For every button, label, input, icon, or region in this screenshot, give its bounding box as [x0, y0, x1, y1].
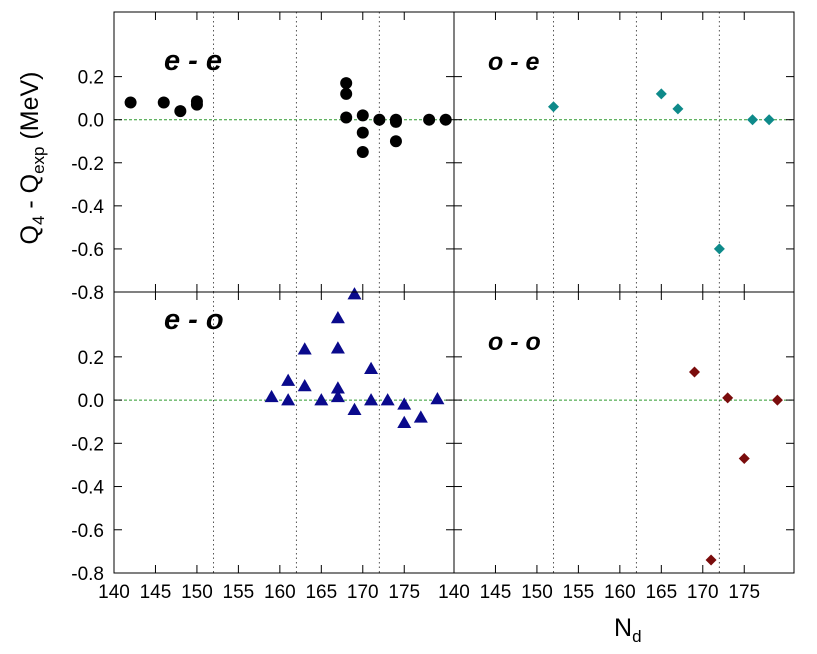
- data-point-triangle: [364, 393, 379, 406]
- data-point-triangle: [347, 287, 362, 300]
- y-tick-label: -0.4: [71, 197, 104, 218]
- y-tick-label: -0.8: [71, 283, 104, 304]
- data-point-triangle: [281, 373, 296, 386]
- y-tick-label: -0.2: [71, 154, 104, 175]
- x-tick-label: 165: [305, 582, 337, 603]
- chart-points: [124, 77, 783, 566]
- data-point-circle: [157, 96, 170, 109]
- data-point-circle: [439, 113, 452, 126]
- data-point-triangle: [364, 361, 379, 374]
- data-point-circle: [356, 146, 369, 158]
- data-point-triangle: [314, 393, 329, 406]
- x-tick-label: 175: [388, 582, 420, 603]
- panel-label-oe: o - e: [488, 48, 539, 76]
- data-point-circle: [124, 96, 137, 109]
- chart-gridlines: [114, 12, 794, 573]
- y-tick-label: -0.6: [71, 240, 104, 261]
- data-point-circle: [174, 105, 187, 118]
- panel-label-oo: o - o: [488, 328, 541, 356]
- data-point-diamond: [722, 392, 734, 404]
- x-tick-label: 160: [264, 582, 296, 603]
- x-tick-label: 145: [480, 582, 512, 603]
- data-point-circle: [190, 95, 203, 108]
- panel-label-eo: e - o: [164, 304, 224, 336]
- y-tick-label: -0.2: [71, 434, 104, 455]
- x-tick-label: 155: [563, 582, 595, 603]
- x-tick-label: 145: [140, 582, 172, 603]
- data-point-circle: [340, 111, 353, 124]
- x-tick-label: 150: [181, 582, 213, 603]
- y-tick-label: 0.2: [78, 348, 104, 369]
- data-point-circle: [389, 115, 402, 128]
- data-point-triangle: [380, 393, 395, 406]
- x-tick-label: 150: [521, 582, 553, 603]
- data-point-diamond: [747, 114, 759, 126]
- x-tick-label: 170: [347, 582, 379, 603]
- data-point-diamond: [771, 394, 783, 406]
- x-tick-label: 170: [687, 582, 719, 603]
- data-point-triangle: [430, 391, 445, 405]
- x-tick-label: 140: [98, 582, 130, 603]
- data-point-diamond: [672, 103, 684, 115]
- data-point-triangle: [330, 310, 345, 324]
- data-point-circle: [340, 77, 353, 90]
- data-point-diamond: [738, 452, 750, 464]
- x-tick-label: 155: [223, 582, 255, 603]
- x-tick-label: 160: [604, 582, 636, 603]
- panel-frame: [453, 291, 795, 574]
- data-point-triangle: [397, 415, 412, 429]
- y-tick-label: 0.0: [78, 111, 104, 132]
- data-point-triangle: [330, 389, 345, 403]
- data-point-triangle: [281, 393, 296, 406]
- y-tick-label: -0.6: [71, 521, 104, 542]
- data-point-diamond: [688, 366, 700, 378]
- chart-ticks: -0.8 -0.6 -0.4 -0.2 0.0 0.2 -0.8 -0.6 -0.4 -0.2 0.…: [71, 12, 794, 603]
- data-point-diamond: [763, 114, 775, 126]
- data-point-triangle: [330, 381, 345, 394]
- data-point-circle: [356, 126, 369, 139]
- data-point-circle: [340, 87, 353, 100]
- x-axis-title: Nd: [614, 614, 642, 646]
- x-tick-label: 175: [728, 582, 760, 603]
- data-point-diamond: [705, 554, 717, 566]
- data-point-triangle: [297, 379, 312, 392]
- data-point-triangle: [413, 410, 428, 423]
- y-tick-label: -0.8: [71, 564, 104, 585]
- y-axis-title: Q4 - Qexp (MeV): [16, 71, 48, 244]
- data-point-triangle: [347, 402, 362, 416]
- y-tick-label: 0.2: [78, 68, 104, 89]
- data-point-triangle: [330, 341, 345, 354]
- data-point-triangle: [297, 342, 312, 355]
- data-point-diamond: [548, 101, 560, 113]
- panel-label-ee: e - e: [164, 45, 222, 77]
- data-point-diamond: [655, 88, 667, 100]
- chart-frame: [113, 11, 795, 574]
- x-tick-label: 165: [645, 582, 677, 603]
- data-point-circle: [423, 113, 436, 126]
- data-point-circle: [356, 109, 369, 122]
- data-point-triangle: [397, 397, 412, 410]
- data-point-triangle: [264, 389, 279, 403]
- data-point-circle: [373, 113, 386, 126]
- data-point-diamond: [713, 243, 725, 255]
- y-tick-label: 0.0: [78, 391, 104, 412]
- data-point-circle: [389, 135, 402, 148]
- x-tick-label: 140: [438, 582, 470, 603]
- y-tick-label: -0.4: [71, 478, 104, 499]
